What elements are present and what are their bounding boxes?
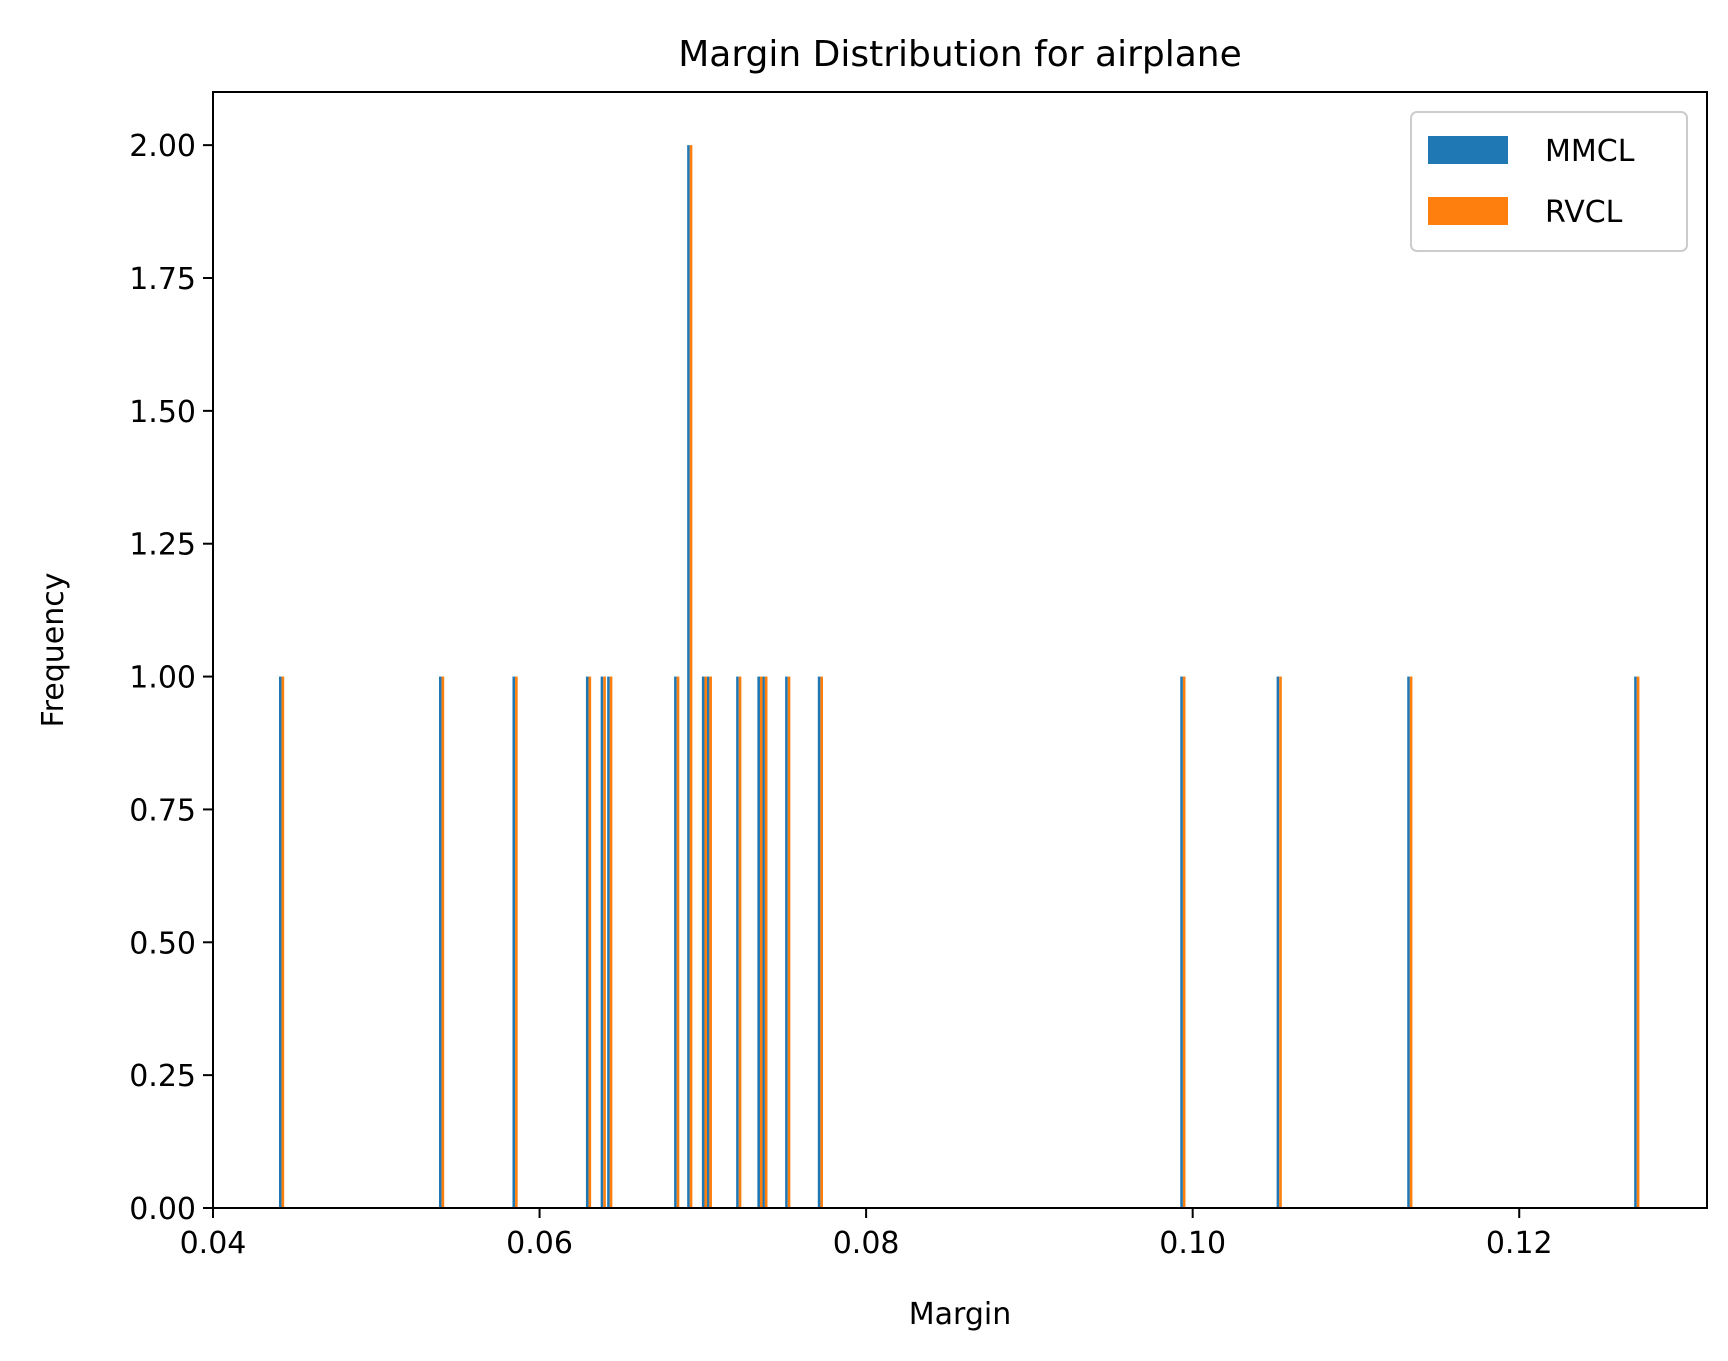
plot-frame [212,91,1708,1209]
bar-rvcl-4 [603,676,606,1208]
bar-mmcl-13 [785,676,788,1208]
y-axis-label: Frequency [36,573,71,728]
bar-mmcl-1 [438,676,442,1208]
legend-swatch-mmcl [1428,136,1508,164]
bar-rvcl-9 [709,676,712,1208]
y-axis: 0.00 0.25 0.50 0.75 1.00 1.25 1.50 1.75 2.00 [129,129,213,1227]
x-tick-label: 0.10 [1159,1226,1226,1261]
bar-mmcl-6 [674,676,677,1208]
y-tick-label: 1.25 [129,528,196,563]
bar-rvcl-16 [1279,676,1282,1208]
bar-mmcl-14 [817,676,821,1208]
bar-mmcl-15 [1180,676,1183,1208]
bar-rvcl-17 [1409,676,1413,1208]
bar-rvcl-15 [1182,676,1186,1208]
y-tick-label: 0.00 [129,1192,196,1227]
bar-mmcl-2 [512,676,516,1208]
bar-mmcl-16 [1276,676,1280,1208]
y-tick-label: 1.00 [129,661,196,696]
bar-rvcl-3 [588,676,592,1208]
legend-box [1410,111,1688,252]
x-tick-label: 0.12 [1486,1226,1553,1261]
bar-mmcl-9 [706,676,710,1208]
y-tick-label: 0.50 [129,926,196,961]
bar-rvcl-5 [609,676,613,1208]
bar-mmcl-3 [585,676,589,1208]
y-tick-label: 2.00 [129,129,196,164]
x-axis: 0.04 0.06 0.08 0.10 0.12 [180,1208,1553,1261]
bar-rvcl-11 [759,676,763,1208]
legend-swatch-rvcl [1428,197,1508,225]
bar-rvcl-8 [704,676,708,1208]
bar-rvcl-12 [764,676,768,1208]
bar-rvcl-10 [738,676,742,1208]
y-tick-label: 1.75 [129,262,196,297]
bar-rvcl-13 [787,676,791,1208]
bar-mmcl-7 [687,145,690,1208]
bar-mmcl-10 [736,676,739,1208]
bar-mmcl-0 [278,676,282,1208]
bar-mmcl-8 [701,676,705,1208]
bars-group [278,145,1640,1208]
bar-mmcl-12 [762,676,765,1208]
legend-label-rvcl: RVCL [1545,195,1623,230]
bar-rvcl-1 [441,676,445,1208]
bar-mmcl-11 [757,676,760,1208]
x-tick-label: 0.08 [833,1226,900,1261]
y-tick-label: 0.75 [129,793,196,828]
y-tick-label: 1.50 [129,395,196,430]
bar-rvcl-7 [689,145,693,1208]
bar-rvcl-14 [820,676,823,1208]
bar-mmcl-4 [600,676,604,1208]
bar-rvcl-0 [281,676,285,1208]
bar-mmcl-17 [1407,676,1410,1208]
x-tick-label: 0.06 [506,1226,573,1261]
bar-rvcl-6 [676,676,680,1208]
bar-rvcl-2 [515,676,518,1208]
bar-rvcl-18 [1636,676,1640,1208]
legend-label-mmcl: MMCL [1545,134,1635,169]
bar-mmcl-5 [607,676,610,1208]
chart-title: Margin Distribution for airplane [678,34,1242,75]
x-axis-label: Margin [909,1297,1011,1332]
x-tick-label: 0.04 [180,1226,247,1261]
bar-mmcl-18 [1634,676,1637,1208]
legend: MMCL RVCL [1410,111,1688,252]
y-tick-label: 0.25 [129,1059,196,1094]
